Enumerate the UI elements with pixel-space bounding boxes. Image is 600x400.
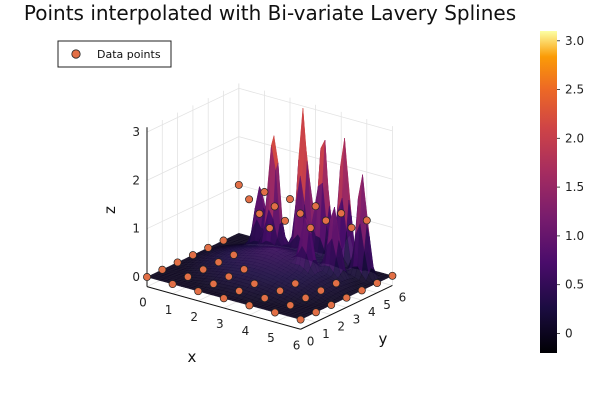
data-point xyxy=(245,195,254,204)
colorbar-ticks: 0 0.5 1.0 1.5 2.0 2.5 3.0 xyxy=(557,34,584,341)
grid-line xyxy=(146,87,239,133)
data-point xyxy=(311,202,320,211)
data-point xyxy=(199,265,208,274)
data-point xyxy=(281,216,289,225)
colorbar-tick-label: 0.5 xyxy=(565,278,584,292)
y-axis-line xyxy=(300,285,393,330)
x-axis-label: x xyxy=(188,348,197,366)
data-point xyxy=(255,209,264,218)
data-point xyxy=(143,273,151,281)
y-tick-label: 5 xyxy=(383,298,391,312)
z-tick-label: 1 xyxy=(132,222,140,236)
data-point xyxy=(214,258,223,267)
z-tick-label: 3 xyxy=(132,125,140,139)
z-tick-label: 0 xyxy=(132,270,140,284)
x-tick-label: 6 xyxy=(293,338,301,352)
grid-line xyxy=(146,136,239,181)
x-tick-label: 2 xyxy=(190,310,198,324)
chart-title: Points interpolated with Bi-variate Lave… xyxy=(24,1,516,25)
data-point xyxy=(276,286,284,295)
x-tick-label: 4 xyxy=(242,324,250,338)
colorbar: 0 0.5 1.0 1.5 2.0 2.5 3.0 xyxy=(540,31,584,353)
grid-line xyxy=(238,136,393,180)
colorbar-tick-label: 2.5 xyxy=(565,83,584,97)
data-point xyxy=(209,279,218,288)
y-axis-label: y xyxy=(379,330,388,348)
y-tick-label: 6 xyxy=(399,291,407,305)
colorbar-tick-label: 0 xyxy=(565,327,573,341)
colorbar-tick-label: 2.0 xyxy=(565,131,584,145)
x-axis-line xyxy=(146,286,301,330)
data-point xyxy=(188,251,197,260)
data-point xyxy=(373,279,382,288)
data-point xyxy=(158,265,167,274)
colorbar-gradient xyxy=(540,31,557,353)
y-tick-label: 2 xyxy=(337,320,345,334)
x-tick-label: 1 xyxy=(165,303,173,317)
colorbar-tick-label: 1.5 xyxy=(565,180,584,194)
data-point xyxy=(183,272,192,281)
data-points xyxy=(143,180,397,324)
data-point xyxy=(286,195,294,204)
data-point xyxy=(316,286,325,295)
data-point xyxy=(260,188,269,196)
x-tick-label: 3 xyxy=(216,317,224,331)
data-point xyxy=(219,294,228,303)
grid-line xyxy=(146,184,239,230)
y-tick-label: 3 xyxy=(353,312,361,326)
data-point xyxy=(306,223,315,232)
data-point xyxy=(271,308,279,317)
data-point xyxy=(245,301,254,310)
data-point xyxy=(362,216,371,225)
data-point xyxy=(327,301,336,309)
data-point xyxy=(234,180,243,189)
data-point xyxy=(301,293,310,302)
data-point xyxy=(311,308,320,317)
x-tick-label: 0 xyxy=(139,296,147,310)
data-point xyxy=(229,250,238,259)
data-point xyxy=(224,272,233,281)
x-tick-label: 5 xyxy=(267,331,275,345)
data-point xyxy=(332,279,341,288)
y-tick-label: 1 xyxy=(322,327,330,341)
data-point xyxy=(388,271,397,280)
data-point xyxy=(265,224,274,233)
data-point xyxy=(168,280,177,289)
colorbar-tick-label: 1.0 xyxy=(565,229,584,243)
data-point xyxy=(337,209,346,218)
data-point xyxy=(204,243,213,252)
legend: Data points xyxy=(57,40,172,68)
data-point xyxy=(286,301,295,310)
data-point xyxy=(291,279,300,288)
y-tick-label: 0 xyxy=(307,334,315,348)
legend-label-data-points: Data points xyxy=(97,48,161,61)
data-point xyxy=(296,315,305,324)
colorbar-tick-label: 3.0 xyxy=(565,34,584,48)
surface xyxy=(146,108,393,320)
y-tick-label: 4 xyxy=(368,305,376,319)
data-point xyxy=(250,279,259,288)
data-point xyxy=(194,287,203,296)
data-point xyxy=(347,223,356,232)
z-tick-label: 2 xyxy=(132,173,140,187)
data-point xyxy=(240,265,249,274)
data-point xyxy=(321,216,330,225)
legend-marker xyxy=(71,49,81,59)
data-point xyxy=(342,293,351,302)
data-point xyxy=(173,258,182,267)
z-axis-label: z xyxy=(101,206,119,214)
data-point xyxy=(235,287,244,295)
data-point xyxy=(270,202,279,211)
data-point xyxy=(296,209,305,218)
data-point xyxy=(219,236,228,245)
data-point xyxy=(357,286,366,295)
grid-line xyxy=(238,87,393,132)
data-point xyxy=(260,294,269,303)
axes xyxy=(146,127,393,330)
